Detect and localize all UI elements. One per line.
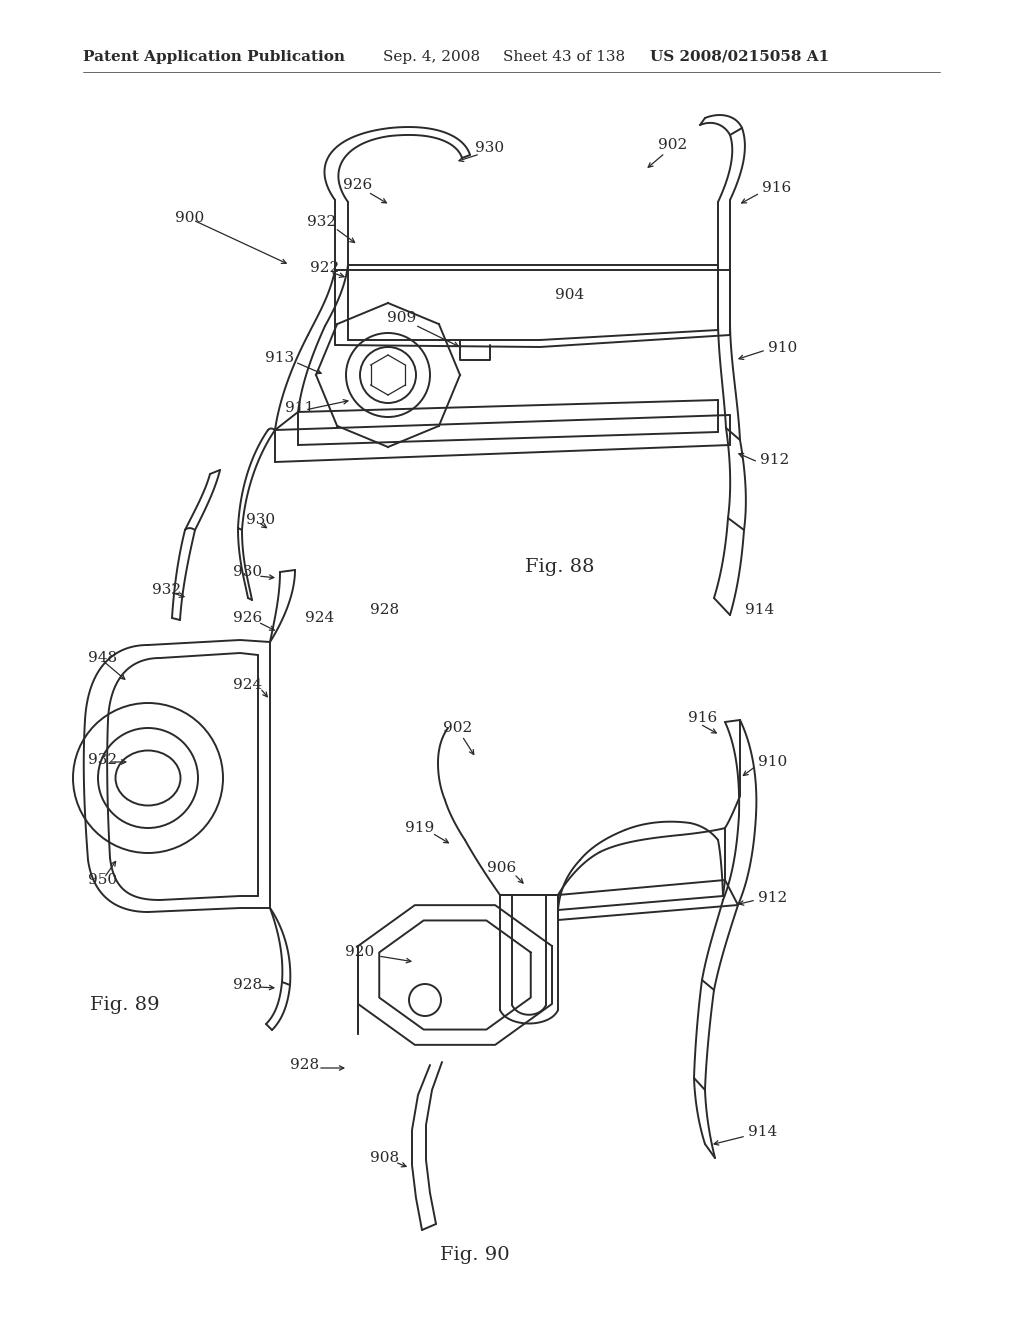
- Text: 913: 913: [265, 351, 294, 366]
- Text: 932: 932: [152, 583, 181, 597]
- Text: 930: 930: [475, 141, 505, 154]
- Text: 928: 928: [290, 1059, 319, 1072]
- Text: 911: 911: [285, 401, 314, 414]
- Text: 900: 900: [175, 211, 204, 224]
- Text: 924: 924: [305, 611, 335, 624]
- Text: 902: 902: [658, 139, 687, 152]
- Text: Fig. 89: Fig. 89: [90, 997, 160, 1014]
- Text: 916: 916: [688, 711, 717, 725]
- Text: 914: 914: [745, 603, 774, 616]
- Text: Sheet 43 of 138: Sheet 43 of 138: [503, 50, 625, 63]
- Text: 926: 926: [343, 178, 373, 191]
- Text: 932: 932: [307, 215, 337, 228]
- Text: Fig. 88: Fig. 88: [525, 558, 595, 576]
- Text: 922: 922: [310, 261, 339, 275]
- Text: 904: 904: [555, 288, 585, 302]
- Text: 930: 930: [246, 513, 275, 527]
- Text: 928: 928: [371, 603, 399, 616]
- Text: 948: 948: [88, 651, 117, 665]
- Text: 910: 910: [758, 755, 787, 770]
- Text: Fig. 90: Fig. 90: [440, 1246, 510, 1265]
- Text: 912: 912: [760, 453, 790, 467]
- Text: 950: 950: [88, 873, 117, 887]
- Text: 928: 928: [233, 978, 262, 993]
- Text: 930: 930: [233, 565, 262, 579]
- Text: 920: 920: [345, 945, 375, 960]
- Text: 909: 909: [387, 312, 417, 325]
- Text: 926: 926: [233, 611, 262, 624]
- Text: 932: 932: [88, 752, 117, 767]
- Text: Sep. 4, 2008: Sep. 4, 2008: [383, 50, 480, 63]
- Text: Patent Application Publication: Patent Application Publication: [83, 50, 345, 63]
- Text: 914: 914: [748, 1125, 777, 1139]
- Text: 902: 902: [443, 721, 473, 735]
- Text: 908: 908: [370, 1151, 399, 1166]
- Text: 912: 912: [758, 891, 787, 906]
- Text: 919: 919: [406, 821, 434, 836]
- Text: US 2008/0215058 A1: US 2008/0215058 A1: [650, 50, 829, 63]
- Text: 906: 906: [487, 861, 517, 875]
- Text: 916: 916: [762, 181, 792, 195]
- Text: 924: 924: [233, 678, 262, 692]
- Text: 910: 910: [768, 341, 798, 355]
